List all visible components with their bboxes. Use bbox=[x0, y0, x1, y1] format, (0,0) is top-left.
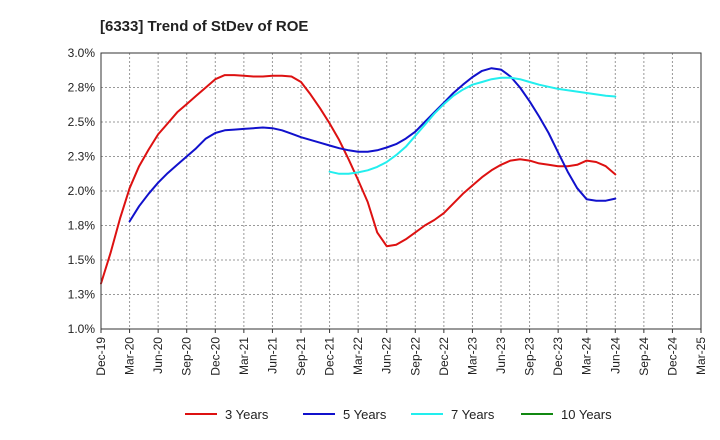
x-tick-label: Sep-23 bbox=[523, 337, 537, 376]
series-line-0 bbox=[100, 74, 617, 285]
legend-label-1: 5 Years bbox=[343, 407, 387, 422]
x-tick-label: Sep-22 bbox=[408, 337, 422, 376]
y-tick-label: 2.0% bbox=[68, 184, 96, 198]
x-tick-label: Jun-24 bbox=[608, 337, 622, 374]
x-tick-label: Jun-23 bbox=[494, 337, 508, 374]
x-tick-label: Mar-21 bbox=[237, 337, 251, 375]
legend: 3 Years 5 Years 7 Years 10 Years bbox=[185, 407, 612, 422]
chart-title: [6333] Trend of StDev of ROE bbox=[100, 18, 308, 35]
x-tick-label: Sep-24 bbox=[637, 337, 651, 376]
y-tick-label: 1.0% bbox=[68, 322, 96, 336]
y-axis: 1.0% 1.3% 1.5% 1.8% 2.0% 2.3% 2.5% 2.8% 3.0% bbox=[68, 46, 96, 336]
y-tick-label: 2.5% bbox=[68, 115, 96, 129]
series-line-2 bbox=[328, 76, 617, 175]
y-tick-label: 3.0% bbox=[68, 46, 96, 60]
plot-frame bbox=[100, 52, 702, 330]
x-axis: Dec-19 Mar-20 Jun-20 Sep-20 Dec-20 Mar-21 Jun-… bbox=[94, 329, 708, 376]
y-tick-label: 2.3% bbox=[68, 150, 96, 164]
x-tick-label: Dec-23 bbox=[551, 337, 565, 376]
x-tick-label: Mar-23 bbox=[465, 337, 479, 375]
x-tick-label: Dec-24 bbox=[665, 337, 679, 376]
y-tick-label: 1.8% bbox=[68, 219, 96, 233]
x-tick-label: Sep-21 bbox=[294, 337, 308, 376]
x-tick-label: Jun-21 bbox=[265, 337, 279, 374]
series-line-1 bbox=[128, 67, 617, 223]
x-tick-label: Mar-24 bbox=[580, 337, 594, 375]
legend-label-3: 10 Years bbox=[561, 407, 612, 422]
x-tick-label: Jun-22 bbox=[380, 337, 394, 374]
x-tick-label: Mar-20 bbox=[123, 337, 137, 375]
x-tick-label: Jun-20 bbox=[151, 337, 165, 374]
x-tick-label: Sep-20 bbox=[180, 337, 194, 376]
x-tick-label: Dec-21 bbox=[323, 337, 337, 376]
legend-label-2: 7 Years bbox=[451, 407, 495, 422]
y-tick-label: 1.3% bbox=[68, 288, 96, 302]
x-tick-label: Dec-19 bbox=[94, 337, 108, 376]
y-tick-label: 2.8% bbox=[68, 81, 96, 95]
x-tick-label: Mar-22 bbox=[351, 337, 365, 375]
legend-label-0: 3 Years bbox=[225, 407, 269, 422]
x-tick-label: Dec-22 bbox=[437, 337, 451, 376]
x-tick-label: Dec-20 bbox=[208, 337, 222, 376]
x-tick-label: Mar-25 bbox=[694, 337, 708, 375]
series-lines bbox=[100, 67, 617, 285]
y-tick-label: 1.5% bbox=[68, 253, 96, 267]
